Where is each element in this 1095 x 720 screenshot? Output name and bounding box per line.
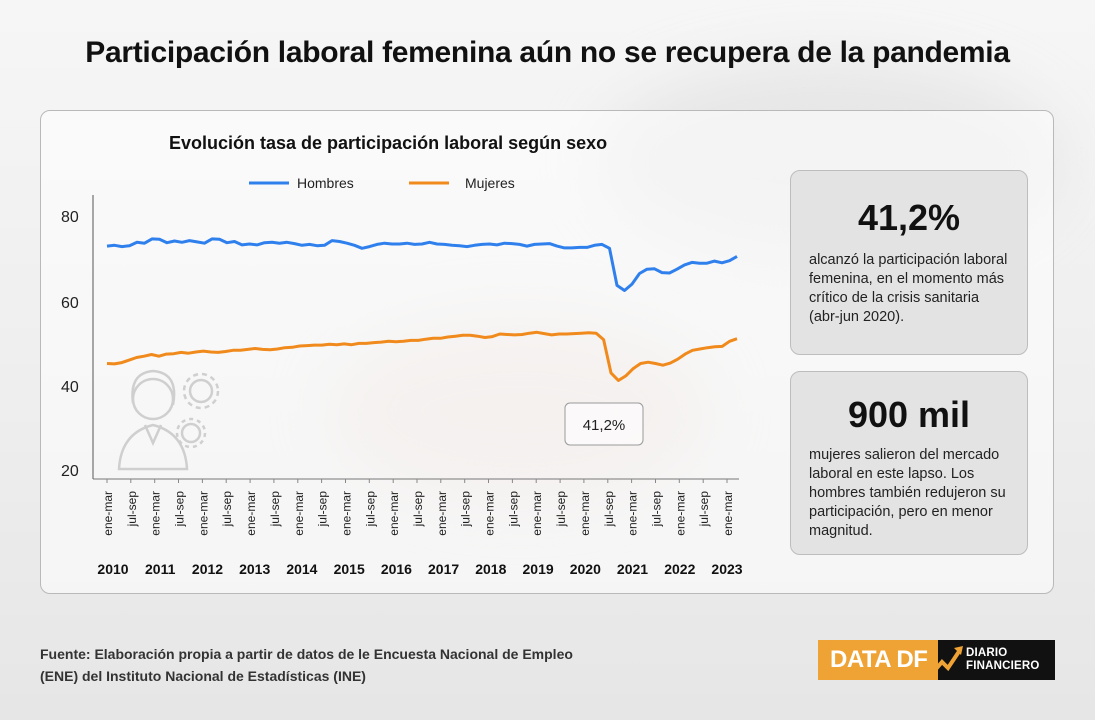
stat-description: alcanzó la participación laboral femenin… (809, 252, 1008, 325)
x-tick-label: jul-sep (697, 491, 711, 528)
x-tick-label: ene-mar (340, 491, 354, 536)
page-title: Participación laboral femenina aún no se… (85, 36, 1010, 69)
annotation-box (564, 402, 644, 446)
year-label: 2020 (570, 561, 601, 577)
x-tick-label: jul-sep (220, 491, 234, 528)
year-label: 2013 (239, 561, 270, 577)
woman-gears-icon (117, 369, 220, 471)
year-label: 2019 (523, 561, 554, 577)
stat-value: 41,2% (857, 197, 961, 238)
y-tick-label: 40 (61, 379, 79, 396)
annotation-text: 41,2% (583, 417, 626, 434)
annotation-callout: 41,2% (564, 402, 644, 446)
x-axis-ticks (106, 479, 728, 483)
y-tick-label: 60 (61, 295, 79, 312)
line-chart: Evolución tasa de participación laboral … (61, 133, 743, 577)
year-label: 2022 (664, 561, 695, 577)
x-tick-label: ene-mar (483, 491, 497, 536)
trend-arrow-icon (928, 646, 963, 678)
brand-name: DIARIO FINANCIERO (938, 640, 1055, 680)
stat-card-female-rate: 41,2% alcanzó la participación laboral f… (790, 170, 1028, 355)
x-tick-label: jul-sep (316, 491, 330, 528)
x-tick-label: jul-sep (411, 491, 425, 528)
x-tick-label: ene-mar (196, 491, 210, 536)
stat-card-women-left: 900 mil mujeres salieron del mercado lab… (790, 371, 1028, 555)
y-tick-labels: 80 60 40 20 (61, 209, 79, 480)
x-tick-label: jul-sep (363, 491, 377, 528)
x-tick-label: ene-mar (149, 491, 163, 536)
x-tick-labels: ene-mar jul-sep ene-mar jul-sep ene-mar jul-s… (101, 491, 735, 536)
x-tick-label: ene-mar (626, 491, 640, 536)
year-label: 2023 (711, 561, 742, 577)
year-label: 2011 (145, 561, 176, 577)
year-labels: 2010 2011 2012 2013 2014 2015 2016 2017 2018 2019… (97, 561, 742, 577)
year-label: 2018 (475, 561, 506, 577)
x-tick-label: ene-mar (578, 491, 592, 536)
x-tick-label: jul-sep (506, 491, 520, 528)
year-label: 2017 (428, 561, 459, 577)
year-label: 2010 (97, 561, 128, 577)
series-line-mujeres (106, 330, 738, 382)
x-tick-label: jul-sep (173, 491, 187, 528)
x-tick-label: jul-sep (268, 491, 282, 528)
x-tick-label: ene-mar (530, 491, 544, 536)
x-tick-label: jul-sep (602, 491, 616, 528)
source-note: Fuente: Elaboración propia a partir de d… (40, 646, 573, 684)
chart-title: Evolución tasa de participación laboral … (169, 133, 607, 153)
stat-description: mujeres salieron del mercado laboral en … (809, 447, 1006, 539)
x-tick-label: ene-mar (244, 491, 258, 536)
series-line-hombres (106, 237, 738, 292)
x-tick-label: ene-mar (292, 491, 306, 536)
brand-data-label: DATA DF (818, 640, 938, 680)
year-label: 2014 (286, 561, 317, 577)
x-tick-label: ene-mar (673, 491, 687, 536)
year-label: 2012 (192, 561, 223, 577)
brand-logo: DATA DF DIARIO FINANCIERO (818, 640, 1055, 680)
x-tick-label: jul-sep (554, 491, 568, 528)
legend-label-mujeres: Mujeres (465, 175, 515, 191)
year-label: 2016 (381, 561, 412, 577)
legend: Hombres Mujeres (249, 175, 515, 191)
legend-label-hombres: Hombres (297, 175, 354, 191)
brand-name-line-1: DIARIO (966, 647, 1008, 659)
year-label: 2021 (617, 561, 648, 577)
stat-value: 900 mil (847, 394, 971, 435)
y-tick-label: 80 (61, 209, 79, 226)
x-tick-label: jul-sep (459, 491, 473, 528)
x-tick-label: ene-mar (387, 491, 401, 536)
x-tick-label: jul-sep (125, 491, 139, 528)
year-label: 2015 (334, 561, 365, 577)
x-tick-label: ene-mar (435, 491, 449, 536)
brand-name-line-2: FINANCIERO (966, 660, 1040, 672)
y-tick-label: 20 (61, 463, 79, 480)
x-tick-label: jul-sep (650, 491, 664, 528)
x-tick-label: ene-mar (721, 491, 735, 536)
x-tick-label: ene-mar (101, 491, 115, 536)
series-layer (106, 237, 738, 382)
